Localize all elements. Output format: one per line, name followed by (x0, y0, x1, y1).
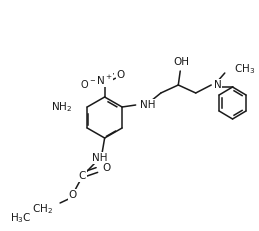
Text: O: O (116, 70, 124, 80)
Text: CH$_2$: CH$_2$ (32, 202, 53, 216)
Text: O: O (69, 190, 77, 200)
Text: CH$_3$: CH$_3$ (234, 62, 256, 76)
Text: NH: NH (140, 100, 155, 110)
Text: NH$_2$: NH$_2$ (51, 100, 72, 114)
Text: C: C (79, 171, 86, 181)
Text: OH: OH (173, 57, 189, 67)
Text: N: N (214, 80, 222, 90)
Text: O: O (103, 163, 111, 173)
Text: N$^+$: N$^+$ (96, 73, 113, 87)
Text: NH: NH (92, 153, 107, 163)
Text: H$_3$C: H$_3$C (10, 211, 32, 225)
Text: O$^-$: O$^-$ (80, 78, 96, 90)
